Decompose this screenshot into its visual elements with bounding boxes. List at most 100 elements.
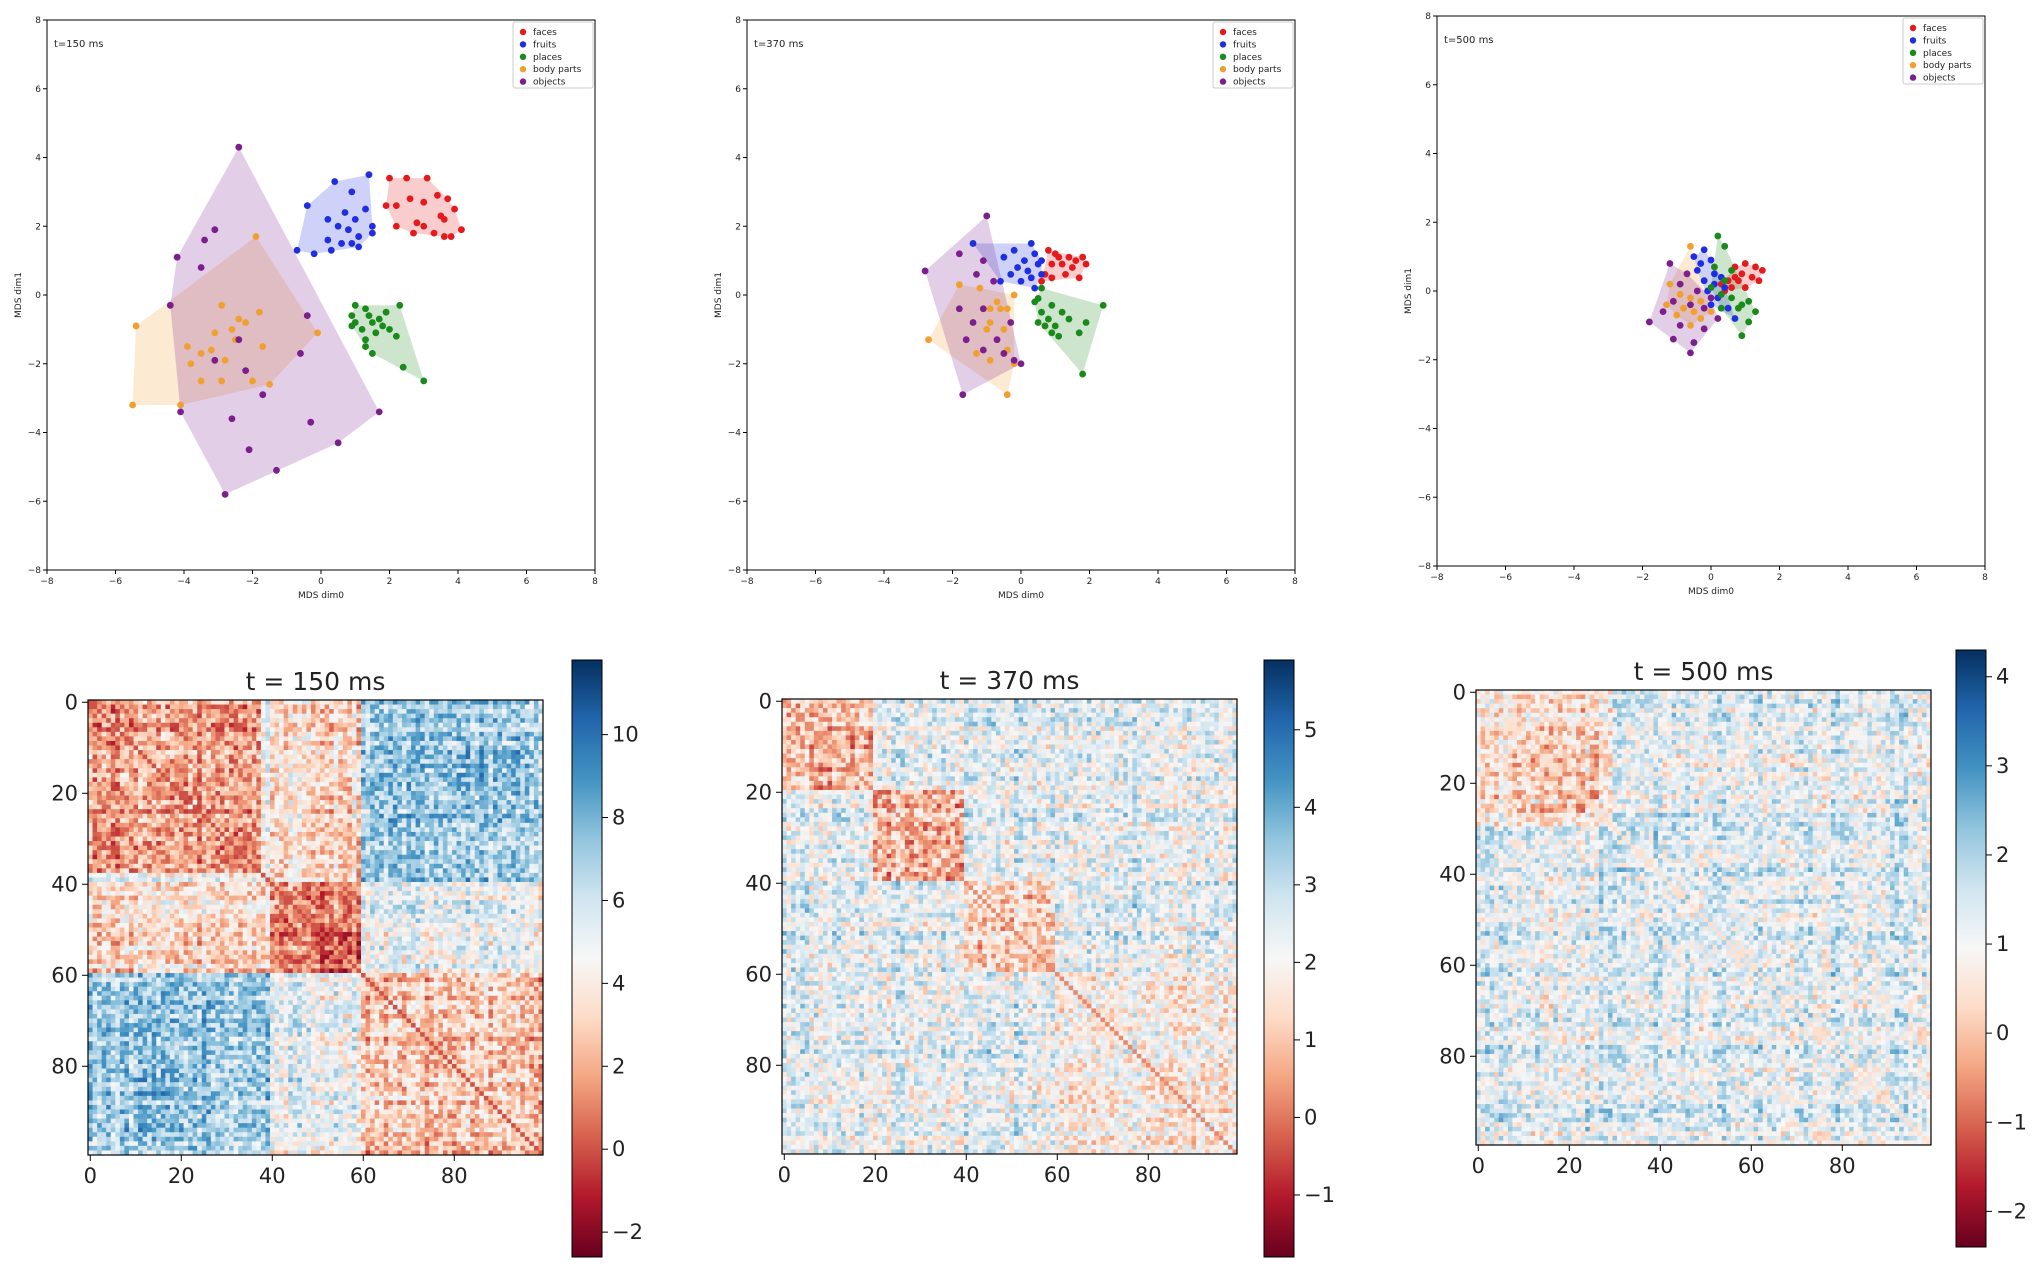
heatmap-cell — [292, 804, 298, 810]
heatmap-cell — [365, 891, 371, 897]
heatmap-cell — [415, 736, 421, 742]
heatmap-cell — [438, 713, 444, 719]
heatmap-cell — [106, 768, 112, 774]
heatmap-cell — [424, 859, 430, 865]
heatmap-cell — [474, 818, 480, 824]
heatmap-cell — [101, 745, 107, 751]
heatmap-cell — [247, 877, 253, 883]
data-point-body-parts — [242, 319, 250, 326]
heatmap-cell — [138, 722, 143, 728]
heatmap-cell — [333, 836, 339, 842]
heatmap-cell — [492, 786, 498, 792]
heatmap-cell — [297, 854, 303, 860]
heatmap-cell — [256, 786, 262, 792]
heatmap-cell — [338, 754, 344, 760]
heatmap-cell — [119, 763, 125, 769]
heatmap-cell — [247, 845, 253, 851]
heatmap-cell — [383, 750, 389, 755]
heatmap-cell — [265, 904, 271, 910]
heatmap-cell — [260, 895, 266, 901]
heatmap-cell — [324, 836, 330, 842]
heatmap-cell — [338, 877, 344, 883]
heatmap-cell — [165, 863, 171, 869]
heatmap-cell — [438, 877, 444, 883]
heatmap-cell — [383, 772, 389, 778]
heatmap-cell — [315, 831, 321, 837]
heatmap-cell — [529, 841, 535, 846]
heatmap-cell — [201, 859, 207, 865]
heatmap-cell — [524, 727, 530, 733]
heatmap-cell — [297, 768, 303, 774]
data-point-fruits — [293, 246, 301, 254]
heatmap-cell — [88, 822, 93, 828]
heatmap-cell — [388, 713, 394, 719]
heatmap-cell — [347, 722, 353, 728]
heatmap-cell — [329, 781, 335, 787]
heatmap-cell — [511, 818, 517, 824]
heatmap-cell — [438, 859, 444, 865]
heatmap-cell — [88, 841, 93, 846]
heatmap-cell — [242, 754, 248, 760]
heatmap-cell — [365, 759, 371, 765]
heatmap-cell — [306, 722, 312, 728]
heatmap-cell — [511, 800, 517, 806]
heatmap-cell — [488, 713, 494, 719]
heatmap-cell — [188, 854, 194, 860]
heatmap-cell — [488, 877, 494, 883]
heatmap-cell — [265, 713, 271, 719]
heatmap-cell — [210, 700, 216, 705]
heatmap-cell — [124, 722, 130, 728]
heatmap-cell — [406, 704, 412, 710]
heatmap-cell — [188, 772, 194, 778]
heatmap-cell — [88, 863, 93, 869]
heatmap-cell — [351, 731, 357, 737]
heatmap-cell — [279, 877, 285, 883]
heatmap-cell — [342, 813, 348, 819]
heatmap-cell — [320, 740, 325, 746]
heatmap-cell — [156, 740, 162, 746]
heatmap-cell — [142, 745, 148, 751]
legend-label: body parts — [1923, 61, 1972, 71]
heatmap-cell — [324, 777, 330, 783]
heatmap-cell — [374, 781, 380, 787]
heatmap-cell — [188, 895, 194, 901]
heatmap-cell — [301, 727, 307, 733]
heatmap-cell — [151, 754, 157, 760]
heatmap-cell — [456, 740, 462, 746]
heatmap-cell — [233, 877, 239, 883]
heatmap-cell — [365, 882, 371, 887]
heatmap-cell — [374, 700, 380, 705]
heatmap-cell — [215, 877, 221, 883]
heatmap-cell — [365, 854, 371, 860]
y-axis-label: MDS dim1 — [714, 272, 724, 318]
heatmap-cell — [128, 700, 134, 705]
heatmap-cell — [133, 759, 139, 765]
heatmap-cell — [110, 900, 116, 906]
heatmap-cell — [361, 704, 366, 710]
heatmap-cell — [511, 877, 517, 883]
data-point-places — [386, 325, 393, 333]
heatmap-cell — [420, 786, 426, 792]
heatmap-cell — [420, 722, 426, 728]
heatmap-cell — [97, 850, 103, 856]
heatmap-cell — [524, 745, 530, 751]
heatmap-cell — [511, 822, 517, 828]
heatmap-cell — [506, 831, 512, 837]
heatmap-cell — [456, 882, 462, 887]
heatmap-cell — [229, 872, 234, 878]
heatmap-cell — [342, 882, 348, 887]
heatmap-cell — [538, 800, 544, 806]
heatmap-cell — [219, 745, 225, 751]
heatmap-cell — [288, 713, 294, 719]
heatmap-cell — [192, 763, 198, 769]
heatmap-cell — [210, 877, 216, 883]
heatmap-cell — [201, 768, 207, 774]
heatmap-cell — [392, 713, 398, 719]
heatmap-cell — [88, 904, 93, 910]
heatmap-cell — [206, 791, 212, 796]
x-tick-label: 8 — [592, 577, 598, 587]
heatmap-cell — [279, 786, 285, 792]
heatmap-cell — [97, 759, 103, 765]
heatmap-cell — [138, 900, 143, 906]
heatmap-cell — [333, 895, 339, 901]
